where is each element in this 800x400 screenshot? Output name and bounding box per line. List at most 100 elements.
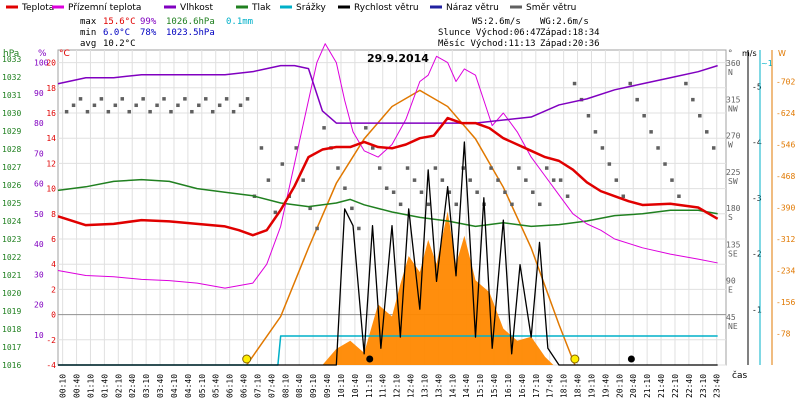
- tick-time: 08:10: [281, 374, 290, 398]
- axis-degc-label: °C: [59, 49, 70, 59]
- tick-dir-value: 180: [726, 204, 741, 213]
- tick-hpa: 1023: [2, 235, 21, 244]
- tick-ms: -4: [752, 138, 762, 147]
- wind-direction-point: [649, 130, 653, 134]
- tick-hpa: 1021: [2, 271, 21, 280]
- tick-hpa: 1025: [2, 199, 21, 208]
- stat-avg-temp: 10.2°C: [103, 39, 136, 49]
- stat-min-press: 1023.5hPa: [166, 28, 215, 38]
- tick-time: 09:10: [309, 374, 318, 398]
- info-ws: WS:2.6m/s: [472, 17, 521, 27]
- stat-max-press: 1026.6hPa: [166, 17, 215, 27]
- tick-hpa: 1026: [2, 181, 21, 190]
- wind-direction-point: [677, 194, 681, 198]
- legend-label: Náraz větru: [446, 3, 499, 13]
- axis-ms-label: m/s: [742, 49, 757, 58]
- axis-pct-label: %: [38, 49, 47, 59]
- wind-direction-point: [377, 166, 382, 170]
- sunrise-marker: [242, 354, 252, 364]
- wind-direction-point: [440, 178, 445, 182]
- tick-hpa: 1031: [2, 91, 21, 100]
- tick-time: 21:10: [643, 374, 652, 398]
- tick-pct: 100: [34, 59, 49, 68]
- wind-direction-point: [183, 97, 187, 101]
- tick-pct: 50: [34, 210, 44, 219]
- wind-direction-point: [398, 202, 403, 207]
- wind-direction-point: [426, 202, 431, 207]
- tick-time: 18:40: [574, 374, 583, 398]
- tick-degc: 10: [46, 185, 56, 194]
- solar-layer: [242, 89, 635, 366]
- sunset-marker: [570, 354, 580, 364]
- tick-wm2: -546: [776, 141, 795, 150]
- chart-title: 29.9.2014: [367, 52, 429, 65]
- tick-time: 05:10: [198, 374, 207, 398]
- series-teplota: [57, 116, 719, 237]
- wind-direction-point: [642, 114, 646, 118]
- wind-direction-point: [558, 178, 563, 182]
- tick-time: 05:40: [212, 374, 221, 398]
- wind-direction-point: [698, 114, 702, 118]
- stat-max-temp: 15.6°C: [103, 17, 136, 27]
- legend-label: Směr větru: [526, 3, 576, 13]
- stat-max-rain: 0.1mm: [226, 17, 253, 27]
- tick-hpa: 1029: [2, 127, 21, 136]
- wind-direction-point: [565, 194, 570, 198]
- tick-time: 18:10: [560, 374, 569, 398]
- tick-wm2: -390: [776, 204, 795, 213]
- wind-direction-point: [85, 109, 90, 114]
- moonrise-marker: [366, 355, 374, 363]
- stat-avg-label: avg: [80, 39, 96, 49]
- wind-direction-point: [656, 146, 660, 150]
- tick-hpa: 1022: [2, 253, 21, 262]
- tick-dir-name: E: [728, 286, 733, 295]
- tick-dir-name: N: [728, 68, 733, 77]
- wind-direction-point: [447, 190, 452, 194]
- stats-block: max 15.6°C 99% 1026.6hPa 0.1mm min 6.0°C…: [80, 17, 253, 49]
- tick-time: 09:40: [323, 374, 332, 398]
- wind-direction-point: [412, 178, 417, 182]
- tick-time: 06:10: [226, 374, 235, 398]
- tick-wm2: -234: [776, 267, 795, 276]
- info-wg: WG:2.6m/s: [540, 17, 589, 27]
- info-sun-set: Západ:18:34: [540, 28, 600, 38]
- tick-dir-name: W: [728, 141, 733, 150]
- tick-hpa: 1018: [2, 325, 21, 334]
- wind-direction-point: [572, 81, 577, 86]
- solar-curve: [246, 89, 576, 366]
- tick-time: 20:10: [615, 374, 624, 398]
- tick-time: 22:10: [671, 374, 680, 398]
- tick-time: 23:10: [699, 374, 708, 398]
- tick-time: 00:10: [59, 374, 68, 398]
- axis-wm2-label: W: [778, 49, 786, 58]
- wind-direction-point: [245, 97, 250, 101]
- solar-measured-area: [322, 211, 554, 365]
- info-moon: Měsíc Východ:11:13: [438, 39, 536, 49]
- wind-direction-point: [593, 130, 598, 134]
- tick-time: 07:40: [267, 374, 276, 398]
- tick-pct: 90: [34, 89, 44, 98]
- tick-hpa: 1016: [2, 361, 21, 370]
- tick-wm2: -702: [776, 78, 795, 87]
- wind-direction-point: [503, 190, 507, 194]
- legend-label: Vlhkost: [180, 3, 213, 13]
- tick-dir-value: 45: [726, 313, 736, 322]
- wind-direction-point: [350, 206, 354, 211]
- wind-direction-point: [705, 130, 709, 134]
- wind-direction-point: [489, 166, 493, 170]
- tick-dir-value: 360: [726, 59, 741, 68]
- wind-direction-point: [127, 109, 131, 114]
- tick-pct: 30: [34, 270, 44, 279]
- wind-direction-point: [120, 97, 125, 101]
- wind-direction-point: [155, 103, 159, 108]
- tick-hpa: 1030: [2, 109, 21, 118]
- wind-direction-point: [210, 109, 215, 114]
- tick-wm2: -156: [776, 298, 795, 307]
- wind-direction-point: [600, 146, 605, 150]
- tick-time: 10:40: [351, 374, 360, 398]
- wind-direction-point: [684, 81, 688, 86]
- wind-direction-point: [517, 166, 521, 170]
- wind-direction-point: [468, 178, 472, 182]
- wind-direction-point: [71, 103, 76, 108]
- wind-direction-point: [148, 109, 152, 114]
